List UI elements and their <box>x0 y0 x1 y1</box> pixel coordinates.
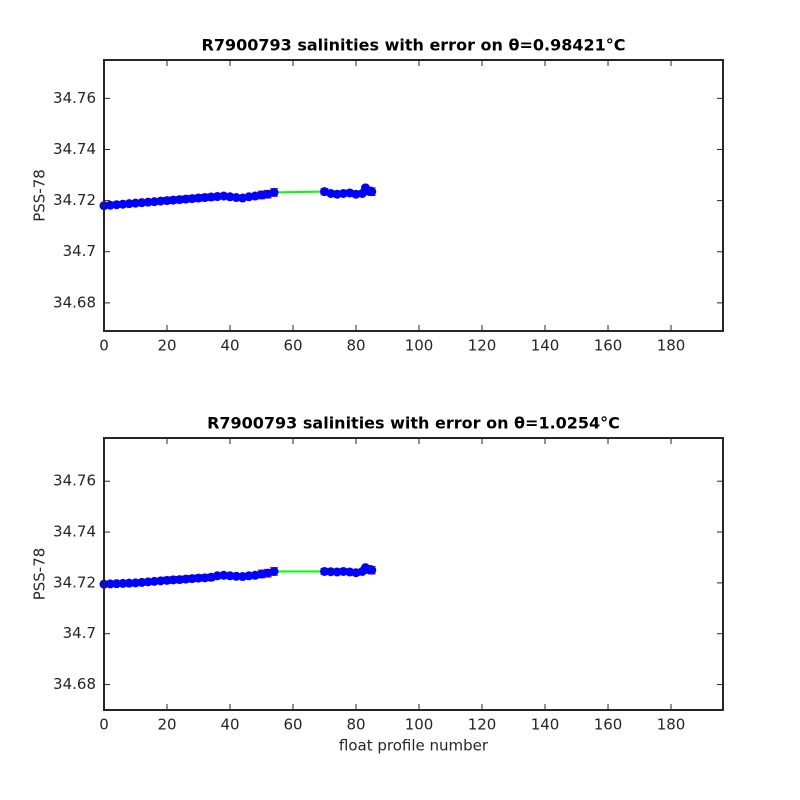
x-tick-label: 80 <box>346 716 365 734</box>
y-tick-label: 34.68 <box>53 675 96 693</box>
x-tick-label: 160 <box>594 337 623 355</box>
data-point <box>367 565 377 575</box>
y-tick-label: 34.7 <box>63 242 96 260</box>
x-tick-label: 20 <box>157 337 176 355</box>
x-tick-label: 100 <box>405 337 434 355</box>
x-tick-label: 40 <box>220 337 239 355</box>
x-tick-label: 60 <box>283 716 302 734</box>
y-axis-label: PSS-78 <box>31 548 49 601</box>
y-tick-label: 34.72 <box>53 191 96 209</box>
data-point <box>269 566 279 576</box>
data-point <box>367 187 377 197</box>
y-tick-label: 34.76 <box>53 89 96 107</box>
data-point <box>269 187 279 197</box>
y-tick-label: 34.76 <box>53 472 96 490</box>
y-tick-label: 34.68 <box>53 293 96 311</box>
x-tick-label: 80 <box>346 337 365 355</box>
y-axis-label: PSS-78 <box>31 169 49 222</box>
chart-title: R7900793 salinities with error on θ=1.02… <box>207 414 620 433</box>
y-tick-label: 34.74 <box>53 523 96 541</box>
x-tick-label: 60 <box>283 337 302 355</box>
x-tick-label: 180 <box>657 716 686 734</box>
x-tick-label: 120 <box>468 337 497 355</box>
plot-frame <box>103 437 724 711</box>
chart-title: R7900793 salinities with error on θ=0.98… <box>202 36 626 55</box>
plot-frame <box>103 59 724 332</box>
x-tick-label: 180 <box>657 337 686 355</box>
x-tick-label: 100 <box>405 716 434 734</box>
y-tick-label: 34.72 <box>53 573 96 591</box>
x-tick-label: 140 <box>531 337 560 355</box>
x-tick-label: 20 <box>157 716 176 734</box>
x-tick-label: 40 <box>220 716 239 734</box>
x-tick-label: 160 <box>594 716 623 734</box>
x-tick-label: 120 <box>468 716 497 734</box>
x-tick-label: 0 <box>99 337 109 355</box>
x-tick-label: 140 <box>531 716 560 734</box>
x-tick-label: 0 <box>99 716 109 734</box>
x-axis-label: float profile number <box>339 737 489 755</box>
y-tick-label: 34.74 <box>53 140 96 158</box>
y-tick-label: 34.7 <box>63 624 96 642</box>
